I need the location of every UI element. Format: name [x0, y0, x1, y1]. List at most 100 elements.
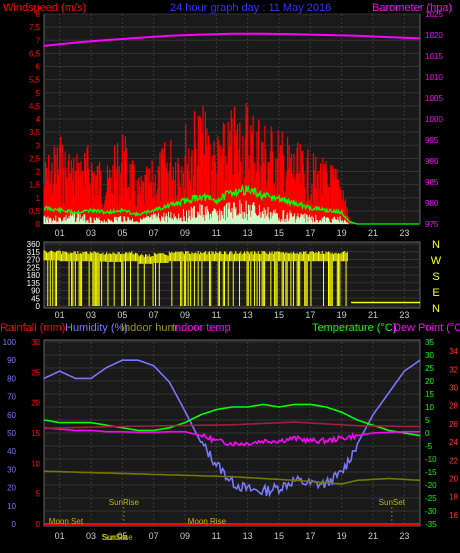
indoor-temp-tick-label: 22	[449, 456, 458, 465]
barometer-line	[43, 32, 421, 47]
indoor-temp-tick-label: 18	[449, 493, 458, 502]
barometer-tick-label: 1015	[425, 52, 443, 61]
indoor-hum-title: Indoor hum	[121, 322, 177, 334]
indoor-temp-tick-label: 28	[449, 402, 458, 411]
compass-label: W	[431, 255, 442, 267]
temperature-tick-label: 10	[425, 403, 434, 412]
indoor-temp-tick-label: 32	[449, 365, 458, 374]
x-tick-label: 09	[180, 228, 190, 238]
x-tick-label: 23	[399, 310, 409, 320]
x-tick-label: 07	[149, 228, 159, 238]
temperature-tick-label: -15	[425, 468, 437, 477]
temperature-tick-label: -35	[425, 520, 437, 529]
humidity-pct-tick-label: 0	[12, 520, 17, 529]
sun-moon-annotation: SunRise	[109, 498, 140, 507]
compass-label: S	[432, 271, 439, 283]
indoor-temp-tick-label: 16	[449, 511, 458, 520]
x-tick-label: 09	[180, 531, 190, 541]
temperature-tick-label: -30	[425, 507, 437, 516]
windspeed-tick-label: 7	[36, 36, 41, 45]
x-tick-label: 07	[149, 310, 159, 320]
wind-barometer-panel: Windspeed (m/s) 24 hour graph day : 11 M…	[3, 2, 452, 238]
sun-moon-annotation: Moon Set	[49, 517, 84, 526]
windspeed-tick-label: 1,5	[29, 181, 41, 190]
x-tick-label: 07	[149, 531, 159, 541]
x-tick-label: 21	[368, 310, 378, 320]
barometer-tick-label: 975	[425, 220, 439, 229]
compass-label: E	[432, 287, 439, 299]
barometer-tick-label: 985	[425, 178, 439, 187]
series-line	[44, 421, 420, 430]
windspeed-tick-label: 1	[36, 194, 41, 203]
windspeed-tick-label: 7,5	[29, 23, 41, 32]
x-tick-label: 21	[368, 228, 378, 238]
rainfall-tick-label: 25	[31, 368, 40, 377]
windspeed-tick-label: 5,5	[29, 76, 41, 85]
rainfall-tick-label: 15	[31, 429, 40, 438]
rainfall-tick-label: 30	[31, 338, 40, 347]
rainfall-tick-label: 5	[36, 490, 41, 499]
x-tick-label: 13	[243, 228, 253, 238]
series-line	[43, 470, 421, 485]
direction-tick-label: 45	[31, 294, 40, 303]
temperature-tick-label: 15	[425, 390, 434, 399]
rainfall-tick-label: 20	[31, 399, 40, 408]
x-tick-label: 11	[212, 310, 221, 320]
humidity-pct-tick-label: 100	[3, 338, 17, 347]
temperature-tick-label: 20	[425, 377, 434, 386]
x-tick-label: 03	[86, 531, 96, 541]
temperature-tick-label: 30	[425, 351, 434, 360]
barometer-tick-label: 1010	[425, 73, 443, 82]
temperature-tick-label: -20	[425, 481, 437, 490]
temperature-tick-label: -25	[425, 494, 437, 503]
chart-title: 24 hour graph day : 11 May 2016	[170, 2, 331, 14]
humidity-pct-tick-label: 20	[7, 484, 16, 493]
direction-tick-label: 0	[36, 302, 41, 311]
dew-point-axis-title: Dew Point (°C)	[393, 322, 460, 334]
sun-moon-annotation: SunSet	[101, 533, 128, 542]
x-tick-label: 15	[274, 228, 284, 238]
temperature-tick-label: 5	[425, 416, 430, 425]
barometer-tick-label: 1020	[425, 31, 443, 40]
barometer-tick-label: 1005	[425, 94, 443, 103]
temp-humidity-panel: Rainfall (mm) Humidity (%) Indoor hum In…	[0, 322, 460, 542]
windspeed-axis-title: Windspeed (m/s)	[3, 2, 86, 14]
direction-tick-label: 225	[27, 263, 41, 272]
indoor-temp-tick-label: 34	[449, 347, 458, 356]
humidity-pct-tick-label: 90	[7, 356, 16, 365]
x-tick-label: 09	[180, 310, 190, 320]
direction-tick-label: 270	[27, 256, 41, 265]
sun-moon-annotation: Moon Rise	[188, 517, 227, 526]
windspeed-tick-label: 2,5	[29, 154, 41, 163]
rainfall-tick-label: 0	[36, 520, 41, 529]
humidity-pct-tick-label: 10	[7, 502, 16, 511]
temperature-tick-label: -10	[425, 455, 437, 464]
direction-tick-label: 180	[27, 271, 41, 280]
humidity-pct-tick-label: 30	[7, 465, 16, 474]
indoor-temp-title: Indoor temp	[172, 322, 231, 334]
series-line	[43, 403, 421, 437]
windspeed-tick-label: 4,5	[29, 102, 41, 111]
x-tick-label: 03	[86, 310, 96, 320]
temperature-axis-title: Temperature (°C)	[312, 322, 396, 334]
windspeed-tick-label: 0,5	[29, 207, 41, 216]
temperature-tick-label: 35	[425, 338, 434, 347]
x-tick-label: 15	[274, 310, 284, 320]
windspeed-tick-label: 3	[36, 141, 41, 150]
x-tick-label: 19	[337, 531, 347, 541]
windspeed-tick-label: 8	[36, 10, 41, 19]
direction-tick-label: 360	[27, 240, 41, 249]
series-line	[43, 427, 420, 447]
x-tick-label: 01	[55, 228, 65, 238]
x-tick-label: 01	[55, 531, 65, 541]
windspeed-tick-label: 5	[36, 89, 41, 98]
direction-tick-label: 315	[27, 248, 41, 257]
x-tick-label: 11	[212, 228, 221, 238]
humidity-pct-tick-label: 50	[7, 429, 16, 438]
x-tick-label: 17	[305, 531, 315, 541]
humidity-pct-tick-label: 70	[7, 393, 16, 402]
barometer-tick-label: 980	[425, 199, 439, 208]
compass-label: N	[432, 239, 440, 251]
